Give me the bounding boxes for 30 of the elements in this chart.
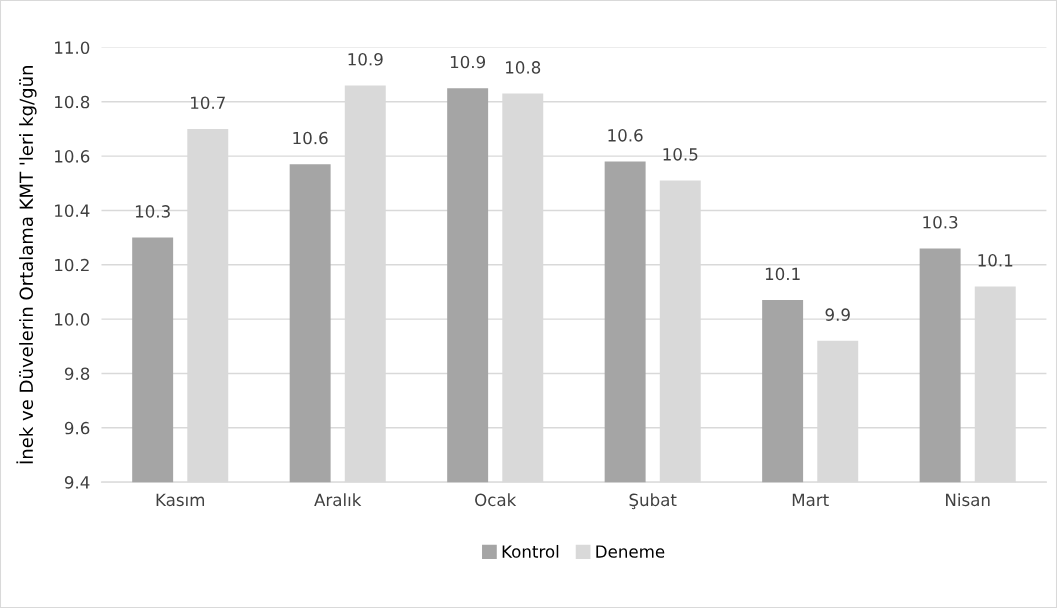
legend-label: Kontrol <box>502 544 559 558</box>
y-tick-label: 10.4 <box>55 204 90 218</box>
data-label: 10.8 <box>506 61 541 74</box>
data-label: 9.9 <box>825 308 850 321</box>
legend-label: Deneme <box>596 545 665 558</box>
data-label: 10.1 <box>978 254 1013 267</box>
y-tick-label: 11.0 <box>55 41 90 54</box>
data-label: 10.7 <box>191 96 225 110</box>
x-tick-label: Şubat <box>629 493 677 510</box>
data-label: 10.6 <box>608 129 643 142</box>
y-tick-label: 10.2 <box>55 258 89 272</box>
y-tick-label: 10.6 <box>55 150 90 163</box>
x-tick-label: Ocak <box>475 493 517 507</box>
data-label: 10.1 <box>765 267 800 281</box>
y-tick-label: 9.8 <box>64 367 90 381</box>
x-tick-label: Kasım <box>156 493 204 507</box>
y-tick-label: 10.0 <box>55 313 90 326</box>
data-label: 10.5 <box>663 148 698 161</box>
y-tick-label: 9.4 <box>64 476 90 489</box>
x-tick-label: Aralık <box>314 493 362 507</box>
y-tick-label: 9.6 <box>64 421 90 435</box>
y-axis-title: İnek ve Düvelerin Ortalama KMT 'leri kg/gün <box>16 66 37 464</box>
x-tick-label: Nisan <box>946 493 990 507</box>
y-tick-label: 10.8 <box>55 95 90 109</box>
data-label: 10.6 <box>293 131 328 145</box>
data-label: 10.3 <box>923 215 958 229</box>
data-label: 10.9 <box>348 52 383 66</box>
data-label: 10.9 <box>450 55 486 69</box>
data-label: 10.3 <box>135 205 170 218</box>
x-tick-label: Mart <box>792 493 829 507</box>
